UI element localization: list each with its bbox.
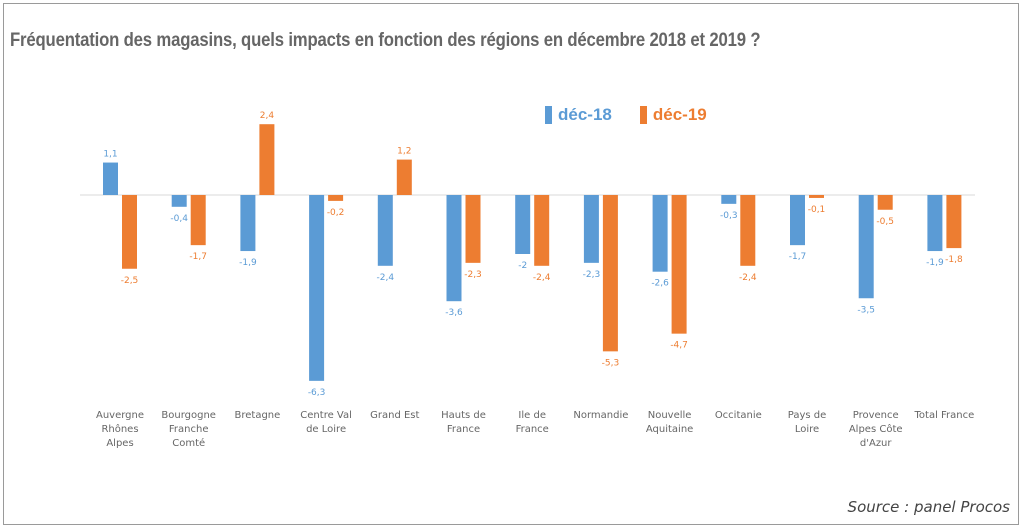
chart-title: Fréquentation des magasins, quels impact… (10, 30, 761, 51)
legend-label-dec19: déc-19 (652, 105, 707, 124)
category-label-9: Occitanie (715, 410, 762, 421)
value-label-dec18-7: -2,3 (583, 270, 601, 280)
chart-frame (3, 3, 1019, 525)
value-label-dec18-1: -0,4 (170, 214, 188, 224)
value-label-dec18-3: -6,3 (308, 388, 326, 398)
value-label-dec19-3: -0,2 (327, 208, 345, 218)
source-note: Source : panel Procos (847, 498, 1010, 516)
value-label-dec19-7: -5,3 (602, 358, 620, 368)
value-label-dec18-0: 1,1 (103, 150, 117, 160)
category-label-1: Bourgogne Franche Comté (161, 410, 216, 449)
category-label-8: Nouvelle Aquitaine (646, 410, 693, 435)
legend-swatch-dec19 (639, 106, 647, 124)
bar-dec18-6 (515, 195, 531, 254)
bar-dec18-2 (240, 195, 256, 252)
bar-dec19-11 (877, 195, 893, 210)
value-label-dec18-9: -0,3 (720, 211, 738, 221)
bar-dec19-7 (602, 195, 618, 352)
legend-swatch-dec18 (545, 106, 552, 124)
category-label-6: Ile de France (516, 410, 549, 435)
bar-dec19-9 (740, 195, 756, 266)
legend-item-dec18: déc-18 (545, 105, 612, 125)
bar-dec19-1 (190, 195, 206, 246)
bar-dec18-4 (377, 195, 393, 266)
value-label-dec19-9: -2,4 (739, 273, 757, 283)
bar-dec19-3 (328, 195, 344, 201)
value-label-dec19-5: -2,3 (464, 270, 482, 280)
category-label-2: Bretagne (235, 410, 281, 421)
bar-dec19-10 (809, 195, 824, 198)
value-label-dec19-8: -4,7 (670, 341, 688, 351)
value-label-dec19-12: -1,8 (945, 255, 963, 265)
category-label-3: Centre Val de Loire (300, 410, 352, 435)
category-label-11: Provence Alpes Côte d'Azur (849, 410, 903, 449)
bar-dec18-5 (446, 195, 462, 302)
bar-dec19-5 (465, 195, 481, 263)
value-label-dec18-6: -2 (518, 261, 527, 271)
category-label-12: Total France (914, 410, 975, 421)
value-label-dec18-5: -3,6 (445, 308, 463, 318)
value-label-dec19-10: -0,1 (808, 205, 826, 215)
category-label-7: Normandie (573, 410, 628, 421)
value-label-dec19-1: -1,7 (189, 252, 207, 262)
value-label-dec18-4: -2,4 (377, 273, 395, 283)
bar-dec19-6 (534, 195, 550, 266)
value-label-dec18-11: -3,5 (857, 305, 875, 315)
bar-dec18-0 (103, 162, 118, 195)
value-label-dec19-11: -0,5 (876, 217, 894, 227)
category-label-4: Grand Est (370, 410, 419, 421)
bar-dec18-11 (858, 195, 874, 299)
value-label-dec19-0: -2,5 (121, 276, 139, 286)
category-label-0: Auvergne Rhônes Alpes (96, 410, 144, 449)
bar-dec19-12 (946, 195, 962, 249)
value-label-dec19-2: 2,4 (260, 111, 275, 121)
bar-dec18-3 (309, 195, 325, 381)
bar-dec19-8 (671, 195, 687, 334)
value-label-dec18-12: -1,9 (926, 258, 944, 268)
value-label-dec18-2: -1,9 (239, 258, 257, 268)
bar-dec19-0 (122, 195, 137, 269)
bar-dec18-1 (171, 195, 187, 207)
value-label-dec19-4: 1,2 (397, 147, 411, 157)
value-label-dec18-8: -2,6 (651, 279, 669, 289)
bar-dec18-9 (721, 195, 737, 204)
chart-legend: déc-18 déc-19 (545, 105, 707, 125)
bar-dec18-12 (927, 195, 943, 252)
bar-dec19-4 (396, 159, 412, 195)
bar-dec19-2 (259, 124, 275, 195)
legend-item-dec19: déc-19 (639, 105, 707, 125)
bar-dec18-7 (583, 195, 599, 263)
value-label-dec18-10: -1,7 (789, 252, 807, 262)
legend-label-dec18: déc-18 (558, 105, 612, 124)
value-label-dec19-6: -2,4 (533, 273, 551, 283)
category-label-5: Hauts de France (441, 410, 486, 435)
bar-dec18-8 (652, 195, 668, 272)
bar-dec18-10 (790, 195, 805, 246)
category-label-10: Pays de Loire (788, 410, 827, 435)
